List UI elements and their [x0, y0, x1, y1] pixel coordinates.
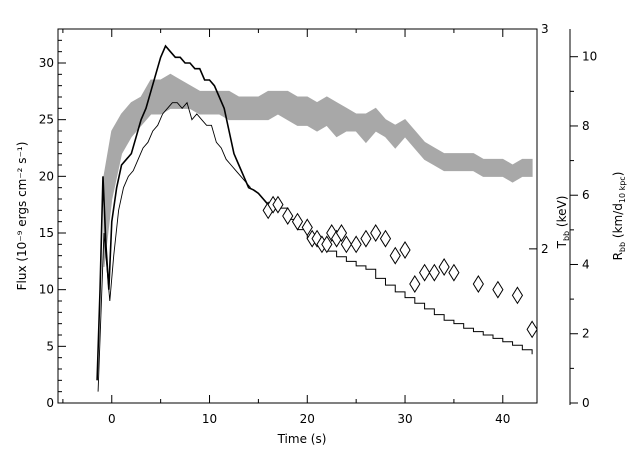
x-tick-label: 10: [202, 412, 217, 426]
series-0-line: [96, 44, 269, 381]
radius-axis-label: Rbb (km/d10 kpc): [611, 172, 627, 261]
diamond-marker: [438, 258, 450, 276]
diamond-marker: [350, 235, 362, 254]
y-tick-label: 25: [39, 113, 54, 127]
diamond-marker: [340, 235, 352, 254]
x-tick-label: 30: [397, 412, 412, 426]
diamond-marker: [472, 275, 484, 293]
y-tick-label: 20: [39, 169, 54, 183]
diamond-marker: [379, 229, 392, 248]
diamond-marker: [418, 263, 431, 282]
radius-tick-label: 0: [582, 396, 590, 410]
temperature-axis-label: Tbb (keV): [555, 196, 571, 250]
radius-label-mid: (km/d: [611, 203, 625, 242]
y-axis-label: Flux (10⁻⁹ ergs cm⁻² s⁻¹): [15, 142, 29, 291]
diamond-marker: [291, 212, 304, 231]
temperature-tick-label: 2: [541, 242, 549, 256]
x-axis-label: Time (s): [277, 432, 327, 446]
temperature-label-rest: (keV): [555, 196, 569, 231]
diamond-marker: [370, 224, 382, 242]
y-tick-label: 15: [39, 226, 54, 240]
diamond-marker: [321, 235, 333, 254]
y-tick-label: 0: [46, 396, 54, 410]
diamond-marker: [511, 286, 524, 305]
diamond-marker: [282, 207, 294, 225]
diamond-marker: [389, 246, 401, 265]
diamond-marker: [301, 218, 313, 237]
y-tick-label: 10: [39, 283, 54, 297]
diamond-marker: [272, 195, 284, 214]
diamond-marker: [448, 263, 460, 282]
temperature-tick-label: 3: [541, 22, 549, 36]
radius-label-sub: bb: [618, 242, 627, 252]
x-tick-label: 0: [108, 412, 116, 426]
temperature-label-sub: bb: [562, 231, 571, 241]
series-1-line: [97, 101, 251, 392]
radius-tick-label: 8: [582, 119, 590, 133]
radius-label-end: ): [611, 172, 625, 177]
x-tick-label: 40: [495, 412, 510, 426]
diamond-marker: [399, 241, 411, 259]
diamond-marker: [360, 229, 372, 248]
radius-tick-label: 6: [582, 188, 590, 202]
radius-label-main: R: [611, 252, 625, 260]
radius-tick-label: 2: [582, 327, 590, 341]
diamond-marker: [492, 280, 504, 299]
y-tick-label: 5: [46, 339, 54, 353]
radius-tick-label: 10: [582, 50, 597, 64]
series-2-steps: [277, 207, 533, 355]
plot-frame: [57, 28, 538, 404]
diamond-marker: [526, 320, 538, 339]
x-tick-label: 20: [300, 412, 315, 426]
y-tick-label: 30: [39, 56, 54, 70]
diamond-marker: [335, 224, 348, 242]
diamond-marker: [409, 275, 421, 293]
radius-label-sub2: 10 kpc: [618, 176, 627, 203]
axes-layer: [57, 28, 571, 405]
plot-layer: [96, 44, 538, 392]
series-3-band: [103, 73, 533, 268]
diamond-marker: [428, 263, 440, 282]
radius-tick-label: 4: [582, 257, 590, 271]
temperature-label-main: T: [555, 240, 569, 249]
